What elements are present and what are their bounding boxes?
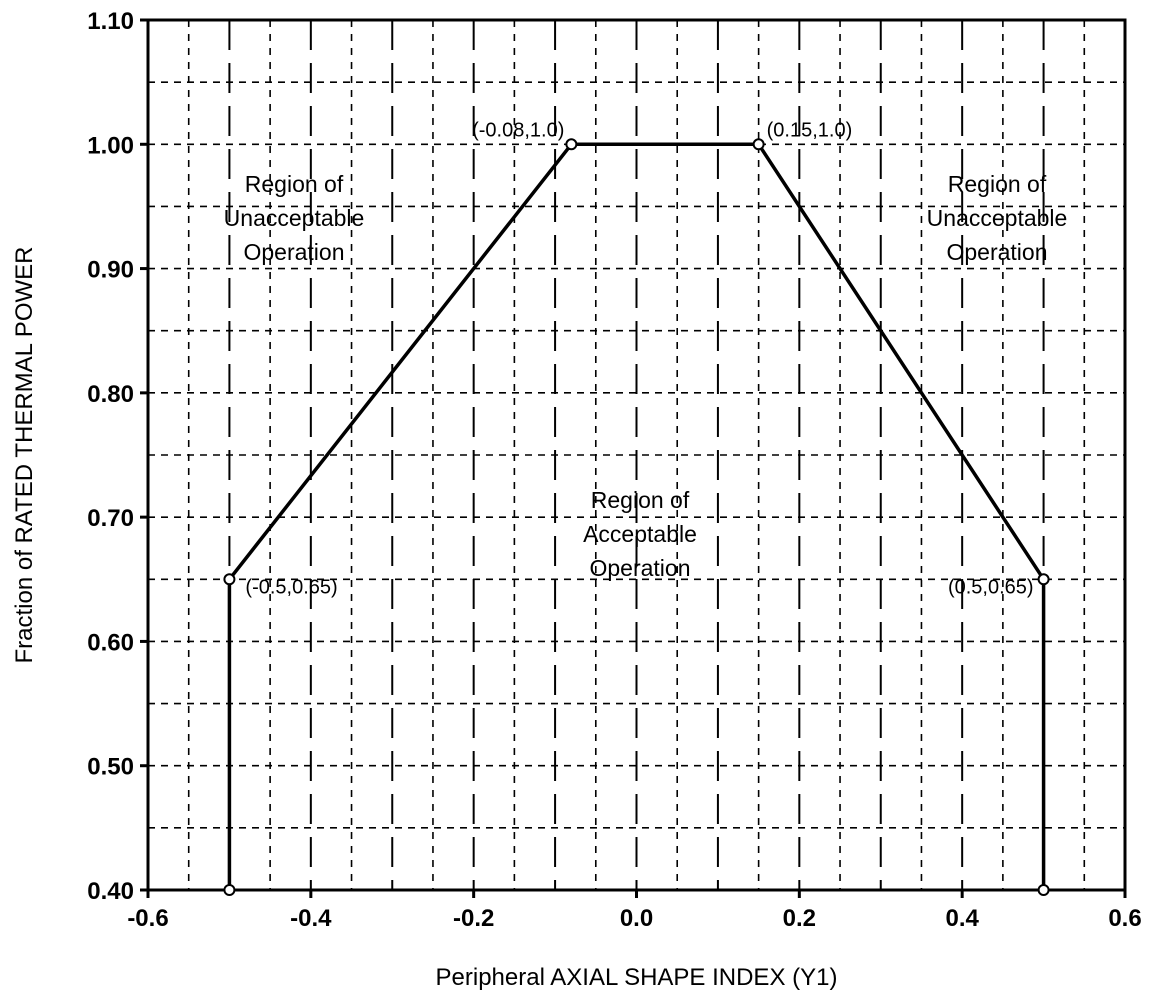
region-label-line: Region of	[245, 171, 344, 197]
data-point-marker	[1037, 573, 1050, 586]
tick-labels: -0.6 -0.4 -0.2 0.0 0.2 0.4 0.6 0.40 0.50 0.60 0.70…	[87, 8, 1141, 932]
data-point-marker	[752, 138, 765, 151]
x-tick-label: -0.2	[453, 905, 494, 932]
y-tick-label: 1.00	[87, 132, 134, 159]
region-label-line: Operation	[946, 239, 1047, 265]
region-label-line: Acceptable	[583, 521, 697, 547]
region-label-line: Unacceptable	[224, 205, 365, 231]
data-point-marker	[1037, 884, 1050, 896]
y-tick-label: 1.10	[87, 8, 134, 35]
x-tick-label: 0.2	[783, 905, 816, 932]
point-label: (0.5,0.65)	[948, 576, 1034, 598]
y-tick-label: 0.90	[87, 257, 134, 284]
x-tick-label: 0.0	[620, 905, 653, 932]
point-label: (0.15,1.0)	[767, 119, 853, 141]
region-label-line: Region of	[948, 171, 1047, 197]
region-label-line: Region of	[591, 487, 690, 513]
region-label-line: Operation	[589, 555, 690, 581]
data-point-marker	[223, 884, 236, 896]
point-label: (-0.08,1.0)	[472, 119, 564, 141]
region-label-line: Unacceptable	[927, 205, 1068, 231]
grid-lines	[148, 20, 1125, 890]
annotations: (-0.08,1.0) (0.15,1.0) (-0.5,0.65) (0.5,0.6…	[224, 119, 1068, 598]
y-tick-label: 0.60	[87, 629, 134, 656]
x-tick-label: -0.6	[127, 905, 168, 932]
x-tick-label: 0.4	[945, 905, 979, 932]
x-tick-label: 0.6	[1108, 905, 1141, 932]
boundary-line	[227, 142, 1046, 890]
x-tick-label: -0.4	[290, 905, 332, 932]
y-axis-title: Fraction of RATED THERMAL POWER	[11, 247, 38, 664]
data-point-marker	[223, 573, 236, 586]
data-point-marker	[565, 138, 578, 151]
point-label: (-0.5,0.65)	[245, 576, 337, 598]
y-tick-label: 0.80	[87, 381, 134, 408]
y-tick-label: 0.40	[87, 878, 134, 905]
data-series	[223, 138, 1050, 896]
y-tick-label: 0.70	[87, 505, 134, 532]
x-axis-title: Peripheral AXIAL SHAPE INDEX (Y1)	[436, 964, 838, 991]
y-tick-label: 0.50	[87, 754, 134, 781]
region-label-line: Operation	[243, 239, 344, 265]
